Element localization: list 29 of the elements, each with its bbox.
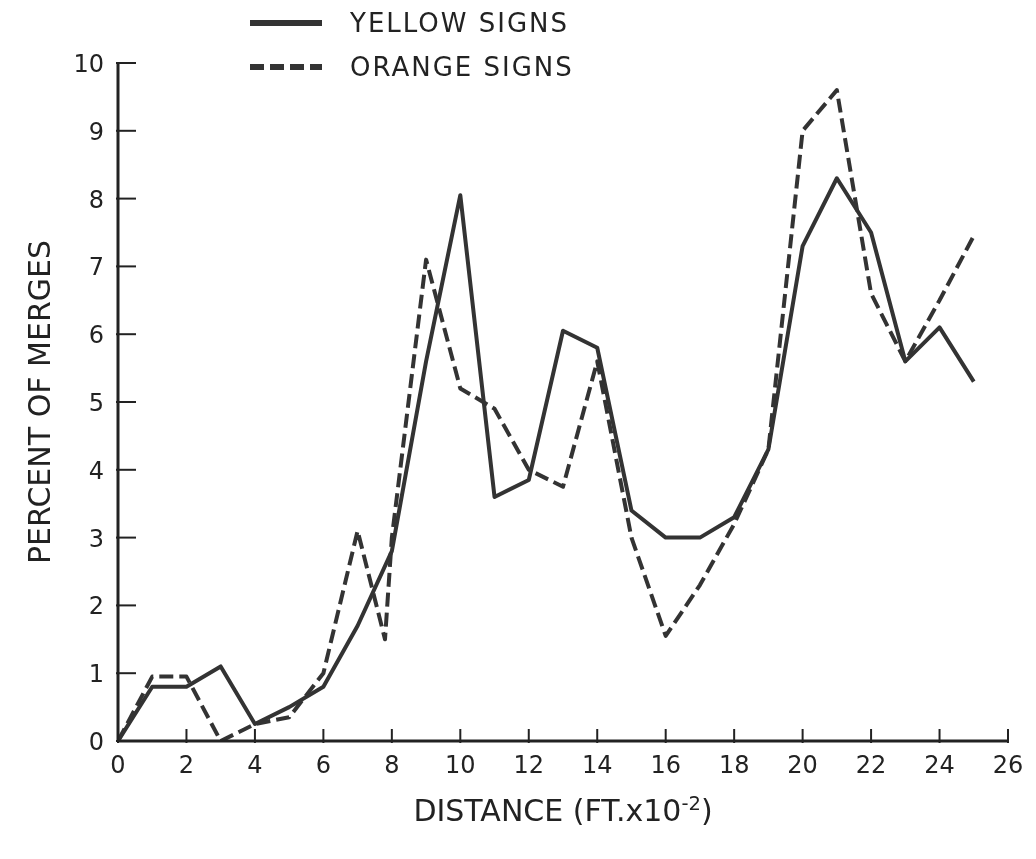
y-tick-label: 0 (88, 728, 104, 756)
y-tick-label: 7 (88, 253, 104, 282)
y-tick-label: 6 (88, 321, 104, 350)
y-tick-label: 2 (88, 592, 104, 621)
y-tick-label: 5 (88, 389, 104, 417)
x-tick-label: 10 (445, 751, 476, 779)
x-tick-label: 0 (110, 751, 126, 779)
x-tick-label: 24 (924, 751, 955, 779)
x-tick-label: 12 (513, 751, 545, 779)
x-tick-label: 14 (581, 751, 613, 779)
y-axis-title: PERCENT OF MERGES (22, 240, 57, 564)
y-tick-label: 9 (88, 117, 104, 146)
x-tick-label: 26 (992, 751, 1024, 779)
x-tick-label: 8 (384, 751, 400, 779)
x-tick-label: 4 (247, 751, 263, 779)
x-tick-label: 6 (315, 751, 332, 779)
y-tick-label: 3 (88, 524, 104, 553)
x-tick-label: 18 (718, 751, 750, 779)
y-tick-label: 8 (88, 185, 104, 214)
legend-label: ORANGE SIGNS (350, 52, 574, 82)
x-tick-label: 20 (787, 751, 818, 779)
x-axis-title: DISTANCE (FT.x10$^{-2}$) (413, 791, 713, 828)
x-tick-label: 16 (650, 751, 681, 779)
legend-label: YELLOW SIGNS (350, 8, 570, 38)
y-tick-label: 10 (73, 50, 104, 78)
x-tick-label: 22 (855, 751, 887, 779)
y-tick-label: 1 (88, 660, 104, 689)
y-tick-label: 4 (88, 456, 104, 485)
x-tick-label: 2 (178, 751, 195, 779)
